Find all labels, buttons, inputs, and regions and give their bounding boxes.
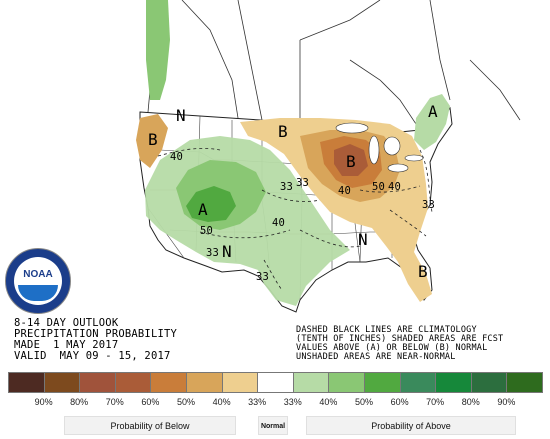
label-b-west: B: [148, 130, 158, 149]
legend-swatch: [292, 372, 330, 393]
great-lakes: [335, 122, 424, 173]
contour-40-a: 40: [170, 151, 184, 163]
above-new-england: [414, 94, 450, 150]
note-line-3: VALUES ABOVE (A) OR BELOW (B) NORMAL: [296, 343, 488, 353]
note-line-4: UNSHADED AREAS ARE NEAR-NORMAL: [296, 352, 456, 362]
below-west-coast: [136, 114, 168, 168]
contour-33-e: 33: [296, 177, 310, 189]
label-n-southwest: N: [222, 242, 232, 261]
contour-40-d: 40: [338, 185, 352, 197]
legend-percent-label: 90%: [497, 397, 516, 407]
label-b-florida: B: [418, 262, 428, 281]
legend-swatch: [364, 372, 401, 393]
legend-swatch: [43, 372, 81, 393]
legend-swatch: [435, 372, 472, 393]
legend-percent-label: 80%: [461, 397, 480, 407]
contour-40-b: 40: [272, 217, 286, 229]
contour-50-a: 50: [200, 225, 214, 237]
below-70-core: [334, 144, 368, 176]
label-b-great-lakes: B: [346, 152, 356, 171]
note-line-1: DASHED BLACK LINES ARE CLIMATOLOGY: [296, 325, 477, 335]
legend-percent-label: 90%: [34, 397, 53, 407]
legend-percent-label: 40%: [319, 397, 338, 407]
noaa-logo-wave: [18, 285, 58, 301]
legend-percent-label: 70%: [426, 397, 445, 407]
contour-33-a: 33: [280, 181, 294, 193]
outlook-valid: VALID MAY 09 - 15, 2017: [14, 350, 171, 362]
contour-50-b: 50: [372, 181, 386, 193]
map-canvas: [136, 0, 521, 313]
noaa-logo-inner: NOAA: [14, 257, 62, 305]
climatology-lines: [157, 148, 433, 291]
legend-percent-label: 50%: [176, 397, 195, 407]
legend-swatch: [8, 372, 45, 393]
label-n-northwest: N: [176, 106, 186, 125]
above-northwest-strip: [146, 0, 170, 100]
label-a-rockies: A: [198, 200, 208, 219]
legend-percent-label: 33%: [283, 397, 302, 407]
above-60-core: [186, 186, 236, 222]
legend-normal-label: Normal: [258, 416, 288, 435]
note-line-2: (TENTH OF INCHES) SHADED AREAS ARE FCST: [296, 334, 504, 344]
legend-swatch: [186, 372, 223, 393]
legend-percent-label: 40%: [212, 397, 231, 407]
outlook-made: MADE 1 MAY 2017: [14, 339, 119, 351]
legend-swatch: [506, 372, 543, 393]
legend-percent-label: 60%: [390, 397, 409, 407]
legend-swatch: [150, 372, 187, 393]
contour-33-c: 33: [256, 271, 270, 283]
legend-percent-label: 60%: [141, 397, 160, 407]
label-n-southeast: N: [358, 230, 368, 249]
legend-above-label: Probability of Above: [306, 416, 516, 435]
legend-below-label: Probability of Below: [64, 416, 236, 435]
outlook-map: NOAA B B B B A A N N N 40 33 50 33 40 33…: [5, 0, 521, 362]
noaa-logo-text: NOAA: [23, 269, 53, 280]
contour-33-b: 33: [206, 247, 220, 259]
contour-40-c: 40: [388, 181, 402, 193]
label-b-north: B: [278, 122, 288, 141]
outlook-title: 8-14 DAY OUTLOOK: [14, 317, 119, 329]
legend-swatch: [470, 372, 508, 393]
legend-swatch: [114, 372, 152, 393]
legend-swatch: [79, 372, 116, 393]
noaa-logo: NOAA: [5, 248, 71, 314]
legend-swatch: [221, 372, 259, 393]
legend-percent-label: 70%: [105, 397, 124, 407]
legend-percent-label: 33%: [248, 397, 267, 407]
outlook-subtitle: PRECIPITATION PROBABILITY: [14, 328, 178, 340]
legend-percent-label: 80%: [70, 397, 89, 407]
probability-legend: 90% 80% 70% 60% 50% 40% 33% 33% 40% 50% 60% 70% 80% 9…: [0, 368, 550, 439]
contour-33-d: 33: [422, 199, 436, 211]
label-a-new-england: A: [428, 102, 438, 121]
legend-swatch: [399, 372, 437, 393]
legend-swatch: [328, 372, 365, 393]
legend-swatch: [257, 372, 294, 393]
legend-percent-label: 50%: [354, 397, 373, 407]
